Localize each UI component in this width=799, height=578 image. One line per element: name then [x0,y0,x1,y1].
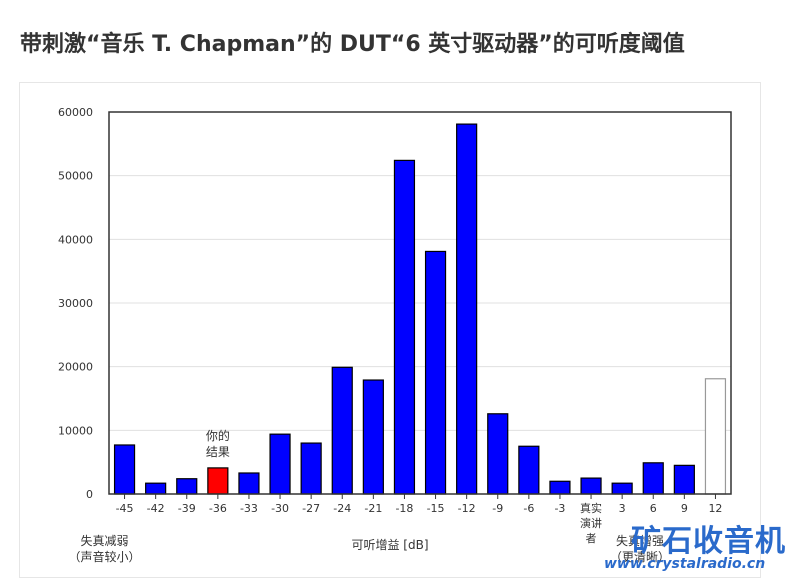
y-tick-label: 30000 [58,297,93,310]
bar [269,433,291,495]
x-tick-label: 真实演讲者 [580,501,602,545]
x-tick-label: 6 [650,502,657,515]
bar [362,379,384,495]
x-tick-label: -9 [492,502,503,515]
bar [642,462,664,495]
x-tick-label: -39 [178,502,196,515]
x-tick-label: -36 [209,502,227,515]
bar [487,413,509,495]
x-axis-label: 可听增益 [dB] [351,538,428,552]
y-tick-label: 0 [86,488,93,501]
bar [424,250,447,495]
x-tick-label: -45 [116,502,134,515]
bar [145,482,167,495]
x-tick-label: -21 [364,502,382,515]
bar-chart: 0 10000 20000 30000 40000 50000 60000 -45 -42 -3… [58,106,732,564]
x-tick-label: -42 [147,502,165,515]
watermark-url: www.crystalradio.cn [604,556,766,572]
y-tick-label: 60000 [58,106,93,119]
bar [673,464,695,495]
right-axis-note: 失真增强（更清晰） [610,533,670,564]
your-result-label: 你的结果 [206,428,230,459]
x-tick-label: 12 [708,502,722,515]
y-tick-label: 20000 [58,361,93,374]
y-tick-label: 10000 [58,424,93,437]
bar [393,159,416,495]
bar [580,477,602,495]
x-tick-label: -6 [523,502,534,515]
x-tick-label: -24 [333,502,351,515]
page-title: 带刺激“音乐 T. Chapman”的 DUT“6 英寸驱动器”的可听度阈值 [20,32,685,57]
x-tick-label: -27 [302,502,320,515]
x-tick-label: -12 [458,502,476,515]
bar [238,472,260,495]
bar [113,444,136,495]
bar [611,482,633,495]
bar [704,378,727,495]
bar [207,467,229,495]
x-tick-label: -30 [271,502,289,515]
x-tick-label: -3 [554,502,565,515]
bar [518,445,540,495]
y-tick-label: 50000 [58,170,93,183]
bar [176,478,198,495]
chart-panel: 0 10000 20000 30000 40000 50000 60000 -45 -42 -3… [19,82,761,578]
bar [549,480,571,495]
x-tick-label: 9 [681,502,688,515]
plot-frame [108,111,732,495]
x-tick-label: 3 [619,502,626,515]
left-axis-note: 失真减弱（声音较小） [69,533,141,564]
y-tick-label: 40000 [58,233,93,246]
watermark-logo: 矿石收音机 [631,524,786,559]
x-tick-label: -33 [240,502,258,515]
bar [331,366,353,495]
bar [300,442,322,495]
bar [456,123,478,495]
x-tick-label: -15 [427,502,445,515]
x-tick-label: -18 [395,502,413,515]
